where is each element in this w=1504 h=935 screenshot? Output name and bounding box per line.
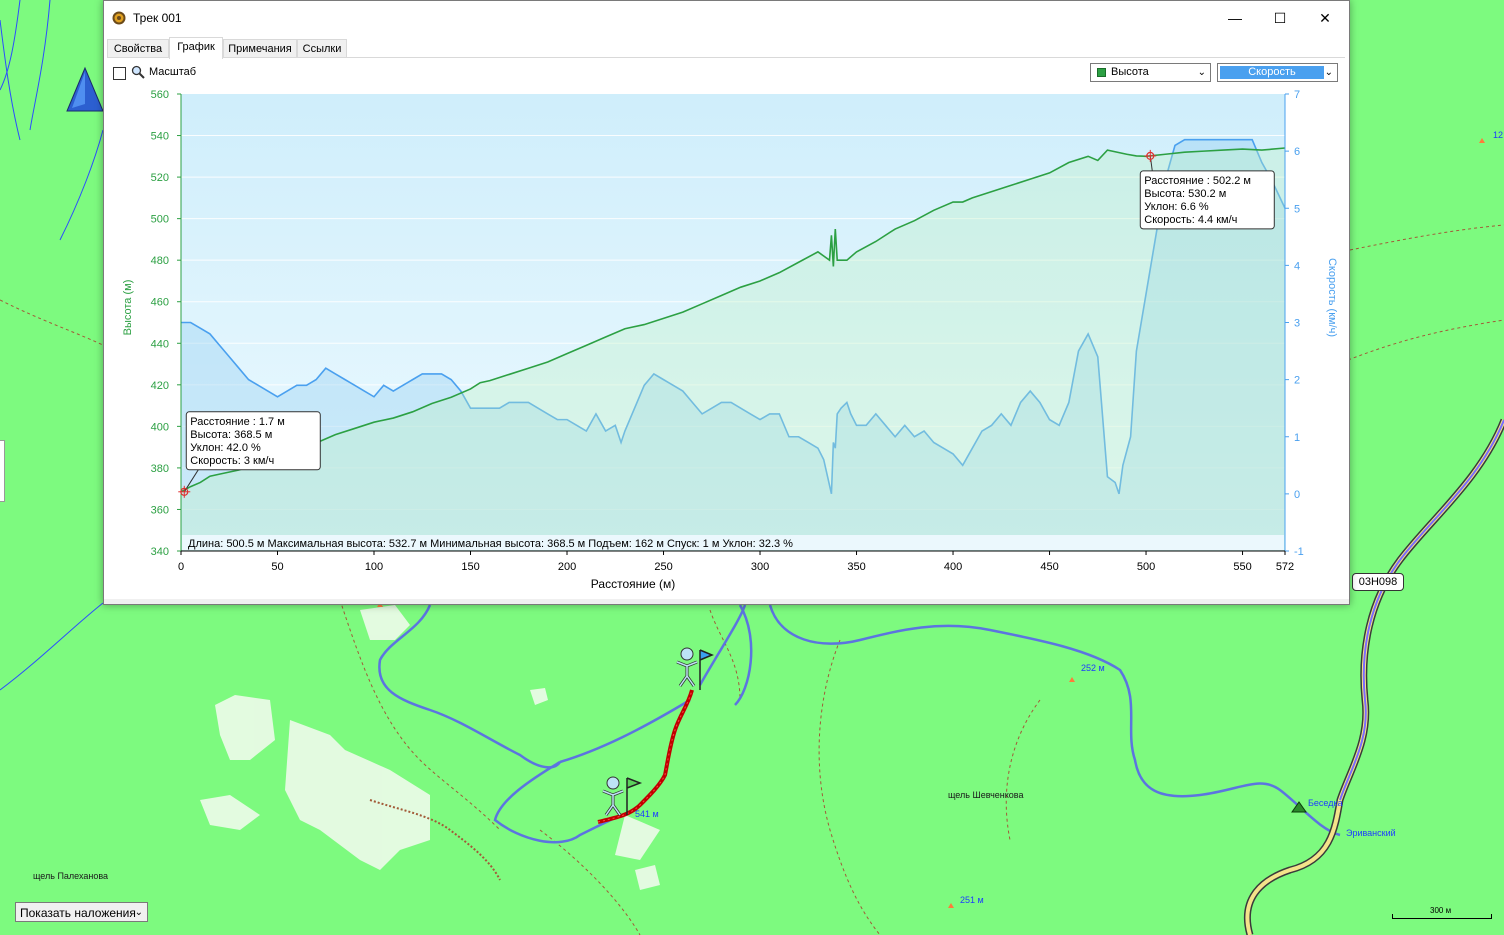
altitude-swatch — [1097, 68, 1106, 77]
overlay-select[interactable]: Показать наложения ⌄ — [15, 902, 148, 922]
map-scale-label: 300 м — [1430, 906, 1452, 915]
x-tick-label: 500 — [1137, 561, 1155, 573]
y-left-tick-label: 440 — [151, 338, 169, 350]
map-label-erivansky: Эриванский — [1346, 828, 1396, 838]
y-left-tick-label: 380 — [151, 463, 169, 475]
y-left-tick-label: 420 — [151, 380, 169, 392]
y-right-tick-label: -1 — [1294, 546, 1304, 558]
x-tick-label: 450 — [1040, 561, 1058, 573]
close-button[interactable]: ✕ — [1319, 10, 1331, 26]
map-label-252: 252 м — [1081, 663, 1105, 673]
tooltip-text: Скорость: 4.4 км/ч — [1144, 214, 1237, 226]
left-metric-value: Высота — [1111, 66, 1149, 78]
x-axis-label: Расстояние (м) — [591, 577, 675, 591]
overlay-select-value: Показать наложения — [20, 906, 136, 920]
left-metric-select[interactable]: Высота ⌄ — [1090, 63, 1211, 82]
tooltip-box — [1139, 170, 1275, 230]
y-left-tick-label: 400 — [151, 421, 169, 433]
x-tick-label: 150 — [461, 561, 479, 573]
waypoint-triangle-icon — [66, 66, 104, 112]
left-panel-edge[interactable] — [0, 440, 5, 502]
map-label-12: 12 — [1493, 130, 1504, 140]
tooltip-box — [185, 411, 321, 471]
gazebo-icon — [1291, 801, 1307, 813]
x-tick-label: 50 — [271, 561, 283, 573]
series-area-speed — [181, 139, 1285, 551]
x-tick-label: 100 — [365, 561, 383, 573]
tab-graph[interactable]: График — [169, 37, 223, 59]
tooltip-text: Высота: 530.2 м — [1144, 188, 1226, 200]
scale-checkbox[interactable] — [113, 67, 126, 80]
tooltip-text: Расстояние : 1.7 м — [190, 416, 285, 428]
x-tick-label: 250 — [654, 561, 672, 573]
y-left-tick-label: 540 — [151, 131, 169, 143]
map-label-251: 251 м — [960, 895, 984, 905]
tooltip-text: Уклон: 42.0 % — [190, 442, 261, 454]
series-area-altitude — [181, 148, 1285, 551]
y-left-tick-label: 360 — [151, 504, 169, 516]
track-start-icon — [676, 647, 714, 690]
title-bar[interactable]: Трек 001 — ☐ ✕ — [104, 1, 1349, 35]
y-right-tick-label: 6 — [1294, 146, 1300, 158]
tooltip-text: Уклон: 6.6 % — [1144, 201, 1209, 213]
minimize-button[interactable]: — — [1228, 10, 1242, 26]
y-left-tick-label: 480 — [151, 255, 169, 267]
magnifier-icon — [131, 65, 145, 79]
y-right-tick-label: 5 — [1294, 203, 1300, 215]
y-right-tick-label: 1 — [1294, 432, 1300, 444]
map-label-541: 541 м — [635, 809, 659, 819]
y-right-tick-label: 0 — [1294, 489, 1300, 501]
y-left-tick-label: 340 — [151, 546, 169, 558]
x-tick-label: 350 — [847, 561, 865, 573]
x-tick-label: 400 — [944, 561, 962, 573]
x-tick-label: 300 — [751, 561, 769, 573]
tab-divider — [107, 57, 1345, 58]
tab-properties[interactable]: Свойства — [107, 39, 169, 58]
tab-notes[interactable]: Примечания — [223, 39, 297, 58]
app-icon — [112, 11, 126, 25]
dialog-bottom-edge — [104, 599, 1349, 604]
tab-links[interactable]: Ссылки — [297, 39, 347, 58]
chevron-down-icon: ⌄ — [134, 907, 143, 918]
right-metric-select[interactable]: Скорость ⌄ — [1217, 63, 1338, 82]
tooltip-text: Расстояние : 502.2 м — [1144, 175, 1251, 187]
chevron-down-icon: ⌄ — [1197, 67, 1206, 78]
right-metric-value: Скорость — [1220, 66, 1324, 79]
road-badge: 03Н098 — [1352, 573, 1404, 591]
x-tick-label: 200 — [558, 561, 576, 573]
y-left-tick-label: 560 — [151, 89, 169, 101]
tooltip-text: Высота: 368.5 м — [190, 429, 272, 441]
track-dialog: Трек 001 — ☐ ✕ Свойства График Примечани… — [103, 0, 1350, 605]
x-tick-label: 572 — [1276, 561, 1294, 573]
y-axis-left-label: Высота (м) — [122, 280, 134, 336]
y-right-tick-label: 3 — [1294, 318, 1300, 330]
x-tick-label: 0 — [178, 561, 184, 573]
series-line-speed — [181, 138, 1286, 495]
series-line-altitude — [180, 147, 1286, 493]
y-axis-right-label: Скорость (км/ч) — [1326, 258, 1338, 337]
map-scale: 300 м — [1392, 906, 1494, 920]
y-left-tick-label: 500 — [151, 214, 169, 226]
plot-area — [181, 94, 1285, 551]
map-scale-bar — [1392, 914, 1492, 919]
y-right-tick-label: 4 — [1294, 260, 1300, 272]
tooltip-text: Скорость: 3 км/ч — [190, 455, 274, 467]
elevation-chart[interactable]: 340360380400420440460480500520540560-101… — [104, 85, 1349, 597]
x-tick-label: 550 — [1233, 561, 1251, 573]
window-title: Трек 001 — [133, 11, 182, 25]
map-label-shevchenkova: щель Шевченкова — [948, 790, 1024, 800]
y-right-tick-label: 2 — [1294, 375, 1300, 387]
tooltip-pointer — [183, 469, 199, 493]
maximize-button[interactable]: ☐ — [1273, 10, 1287, 26]
map-label-palekhanova: щель Палеханова — [33, 871, 109, 881]
map-label-besedka: Беседка — [1308, 798, 1343, 808]
y-left-tick-label: 520 — [151, 172, 169, 184]
track-end-icon — [602, 776, 643, 816]
chart-summary: Длина: 500.5 м Максимальная высота: 532.… — [188, 538, 793, 550]
chevron-down-icon: ⌄ — [1324, 67, 1333, 78]
scale-label: Масштаб — [149, 66, 197, 78]
summary-strip — [182, 535, 1284, 550]
y-right-tick-label: 7 — [1294, 89, 1300, 101]
y-left-tick-label: 460 — [151, 297, 169, 309]
